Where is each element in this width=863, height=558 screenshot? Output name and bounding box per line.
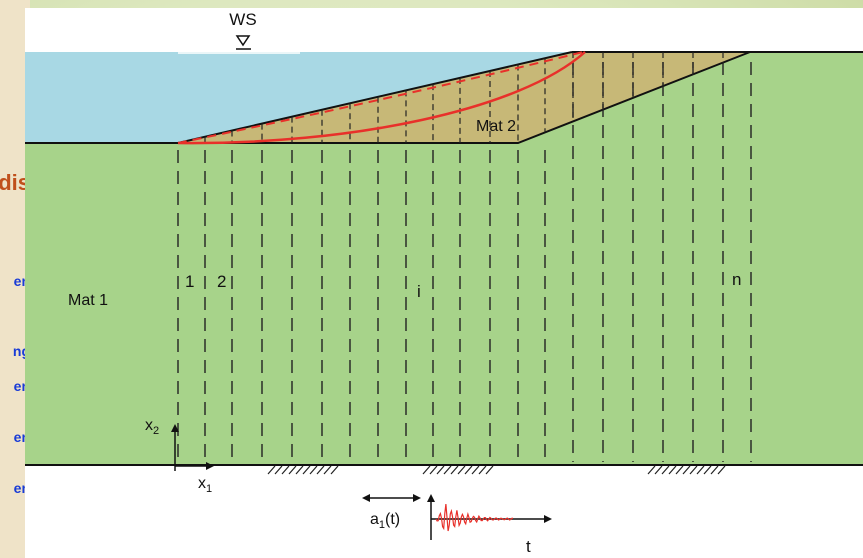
ground-hatch-mark — [450, 465, 459, 475]
soil-material-1 — [25, 52, 863, 465]
ground-hatch-mark — [316, 465, 325, 475]
failure-surface-solid — [177, 51, 586, 145]
ground-hatch-mark — [471, 465, 480, 475]
ground-hatch-mark — [485, 465, 494, 475]
time-axis-arrow-icon — [544, 515, 552, 523]
slice-label-1: 1 — [185, 272, 194, 291]
excitation-label: a1(t) — [370, 511, 400, 531]
ground-hatch-mark — [717, 465, 726, 475]
ground-hatch-mark — [422, 465, 431, 475]
failure-surface-dashed — [177, 51, 584, 144]
water-surface-label: WS — [229, 10, 256, 29]
x2-arrow-head-icon — [171, 424, 179, 432]
ground-hatch-mark — [274, 465, 283, 475]
time-axis-label: t — [526, 537, 531, 556]
ground-hatch-mark — [288, 465, 297, 475]
ground-hatch-mark — [647, 465, 656, 475]
slice-label-2: 2 — [217, 272, 226, 291]
acceleration-time-history — [435, 504, 514, 532]
slice-label-n: n — [732, 270, 741, 289]
slice-label-i: i — [417, 282, 421, 301]
excitation-arrow-right-icon — [413, 494, 421, 502]
x2-axis-label: x2 — [145, 417, 159, 437]
ground-hatch-mark — [675, 465, 684, 475]
ground-hatch-mark — [689, 465, 698, 475]
ground-hatch-mark — [323, 465, 332, 475]
layer-boundary-line — [178, 51, 751, 144]
ground-hatch-mark — [696, 465, 705, 475]
ground-hatch-mark — [295, 465, 304, 475]
ground-hatch-mark — [703, 465, 712, 475]
ground-hatch-mark — [309, 465, 318, 475]
ground-supports — [267, 465, 726, 475]
slice-lines — [177, 62, 752, 462]
material-2-label: Mat 2 — [476, 118, 516, 135]
ground-hatch-mark — [436, 465, 445, 475]
ground-hatch-mark — [443, 465, 452, 475]
ground-hatch-mark — [330, 465, 339, 475]
ground-hatch-mark — [478, 465, 487, 475]
ground-hatch-mark — [302, 465, 311, 475]
ground-hatch-mark — [661, 465, 670, 475]
ground-hatch-mark — [457, 465, 466, 475]
ground-hatch-mark — [654, 465, 663, 475]
x1-axis-label: x1 — [198, 475, 212, 495]
soil-material-2-layer — [178, 52, 750, 143]
water-surface-triangle-icon — [235, 35, 251, 47]
material-1-label: Mat 1 — [68, 292, 108, 309]
ground-hatch-mark — [429, 465, 438, 475]
ground-hatch-mark — [281, 465, 290, 475]
ground-hatch-mark — [668, 465, 677, 475]
time-history-axis-arrow-icon — [427, 494, 435, 502]
excitation-arrow-left-icon — [362, 494, 370, 502]
ground-hatch-mark — [267, 465, 276, 475]
x1-arrow-head-icon — [206, 462, 214, 470]
ground-hatch-mark — [710, 465, 719, 475]
ground-hatch-mark — [682, 465, 691, 475]
ground-hatch-mark — [464, 465, 473, 475]
